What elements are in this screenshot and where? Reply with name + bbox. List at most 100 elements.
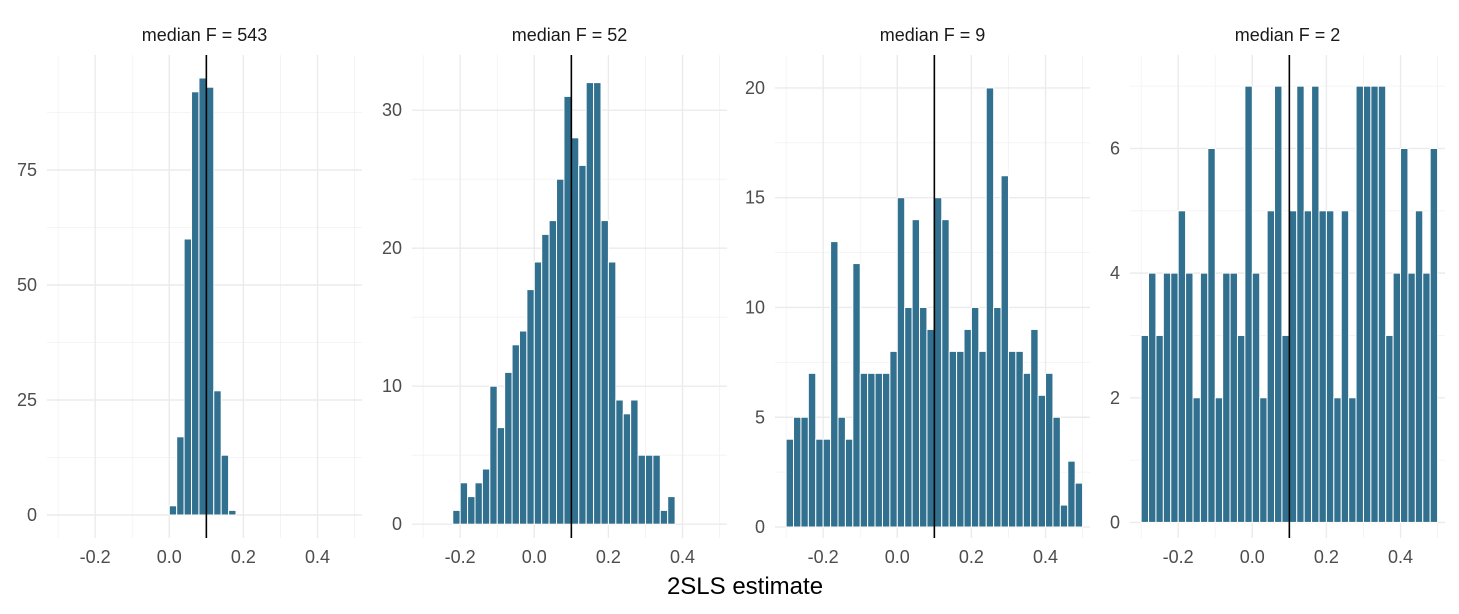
panel-title: median F = 543 [142, 25, 268, 45]
histogram-bar [1288, 210, 1298, 523]
histogram-bar [1377, 85, 1387, 523]
histogram-bar [615, 399, 624, 525]
histogram-bar [1192, 397, 1201, 523]
histogram-bar [1422, 272, 1431, 523]
x-axis-label: 2SLS estimate [667, 573, 823, 600]
histogram-bar [1259, 397, 1268, 523]
histogram-bar [1414, 210, 1424, 523]
y-tick-label: 0 [392, 514, 402, 534]
histogram-bar [578, 164, 587, 525]
panel-4: -0.2 0.0 0.2 0.4 0 2 4 6 median F = 2 [1110, 25, 1445, 567]
histogram-bar [1185, 272, 1194, 523]
histogram-bar [926, 328, 935, 528]
y-tick-label: 25 [17, 390, 37, 410]
x-tick-label: 0.0 [522, 547, 547, 567]
y-tick-label: 75 [17, 160, 37, 180]
panel-title: median F = 52 [512, 25, 628, 45]
y-tick-label: 0 [27, 505, 37, 525]
histogram-bar [541, 233, 550, 525]
histogram-bar [667, 496, 676, 525]
histogram-bar [852, 263, 861, 528]
x-tick-label: 0.4 [305, 547, 330, 567]
histogram-bar [1348, 397, 1357, 523]
y-tick-label: 10 [745, 297, 765, 317]
histogram-bar [1199, 272, 1209, 523]
x-tick-label: -0.2 [1163, 547, 1194, 567]
histogram-bar [652, 454, 661, 525]
histogram-bar [1059, 504, 1069, 528]
histogram-bar [205, 86, 215, 516]
histogram-bar [585, 82, 595, 525]
x-tick-label: 0.2 [231, 547, 256, 567]
histogram-bar [1030, 328, 1039, 528]
y-tick-label: 2 [1110, 388, 1120, 408]
x-tick-label: -0.2 [808, 547, 839, 567]
y-tick-label: 15 [745, 188, 765, 208]
histogram-bar [533, 261, 543, 525]
histogram-bar [867, 372, 876, 528]
histogram-bar [889, 350, 898, 528]
y-tick-label: 0 [1110, 512, 1120, 532]
histogram-bar [948, 350, 958, 528]
histogram-bar [1229, 272, 1238, 523]
histogram-bar [1074, 482, 1084, 528]
histogram-bar [220, 454, 230, 516]
histogram-bar [474, 482, 483, 525]
histogram-bar [844, 438, 854, 528]
histogram-bar [1355, 85, 1364, 523]
x-tick-label: 0.2 [596, 547, 621, 567]
histogram-bar [1037, 394, 1047, 528]
histogram-bar [859, 372, 869, 528]
y-tick-label: 0 [755, 517, 765, 537]
y-tick-label: 20 [382, 238, 402, 258]
histogram-bar [793, 416, 802, 528]
histogram-bar [815, 438, 824, 528]
histogram-bar [896, 197, 906, 528]
histogram-bar [963, 328, 972, 528]
histogram-bar [881, 372, 891, 528]
histogram-bar [198, 77, 207, 516]
histogram-bar [228, 509, 237, 516]
x-tick-label: 0.4 [1388, 547, 1413, 567]
histogram-bar [830, 241, 839, 528]
y-tick-label: 50 [17, 275, 37, 295]
histogram-bar [570, 137, 580, 525]
histogram-bar [518, 330, 528, 525]
histogram-bar [526, 289, 535, 525]
y-tick-label: 10 [382, 376, 402, 396]
histogram-bar [1022, 372, 1032, 528]
histogram-bar [904, 306, 913, 528]
histogram-bar [213, 390, 222, 516]
histogram-bar [1251, 272, 1261, 523]
histogram-bar [593, 82, 602, 525]
histogram-bar [1407, 272, 1416, 523]
histogram-bar [1000, 175, 1009, 528]
histogram-bar [489, 385, 498, 525]
histogram-bar [630, 399, 639, 525]
histogram-bar [659, 509, 669, 525]
x-tick-label: 0.0 [885, 547, 910, 567]
histogram-bar [1281, 334, 1290, 523]
histogram-bar [1362, 85, 1372, 523]
histogram-bar [176, 436, 185, 516]
panel-1: -0.2 0.0 0.2 0.4 0 25 50 75 median F = 543 [17, 25, 362, 567]
histogram-bar [1214, 397, 1224, 523]
histogram-bar [1400, 147, 1409, 523]
y-tick-label: 6 [1110, 138, 1120, 158]
histogram-bar [822, 438, 832, 528]
histogram-bar [622, 413, 632, 525]
histogram-bar [1007, 350, 1017, 528]
histogram-bar [1207, 147, 1216, 523]
histogram-bar [1385, 334, 1394, 523]
histogram-bar [183, 238, 193, 516]
histogram-bar [1274, 85, 1283, 523]
x-tick-label: 0.2 [959, 547, 984, 567]
histogram-bar [1340, 210, 1350, 523]
histogram-bar [1318, 210, 1327, 523]
histogram-bar [1045, 372, 1054, 528]
y-tick-label: 4 [1110, 263, 1120, 283]
x-tick-label: 0.0 [1240, 547, 1265, 567]
histogram-bar [1155, 334, 1164, 523]
histogram-bar [459, 482, 469, 525]
